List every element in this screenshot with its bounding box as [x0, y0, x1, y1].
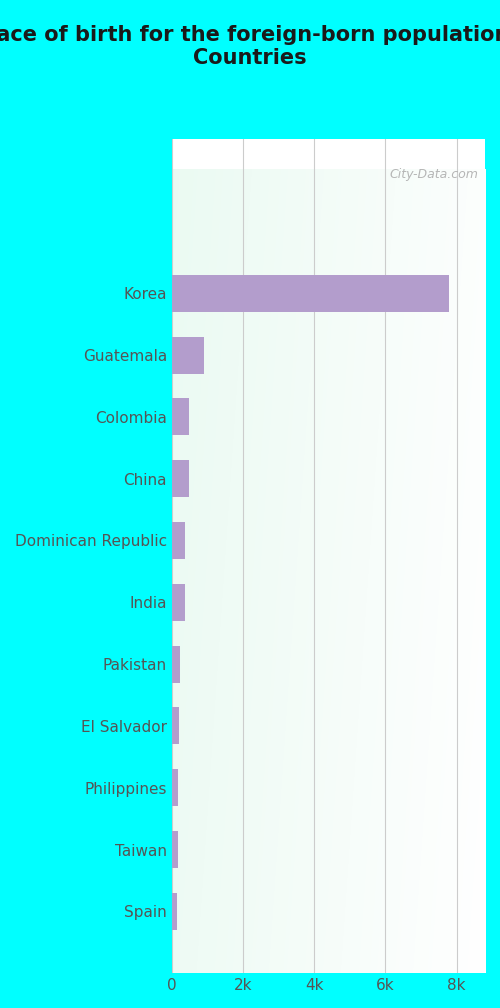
Bar — [172, 645, 180, 682]
Text: City-Data.com: City-Data.com — [390, 168, 478, 180]
Text: Place of birth for the foreign-born population -
Countries: Place of birth for the foreign-born popu… — [0, 25, 500, 69]
Bar — [172, 893, 176, 929]
Bar — [172, 769, 178, 806]
Bar — [172, 460, 188, 497]
Bar — [172, 831, 178, 868]
Bar — [172, 708, 180, 745]
Bar — [172, 337, 204, 374]
Bar — [172, 584, 186, 621]
Bar — [172, 398, 190, 435]
Bar — [172, 522, 185, 559]
Bar — [172, 275, 450, 311]
